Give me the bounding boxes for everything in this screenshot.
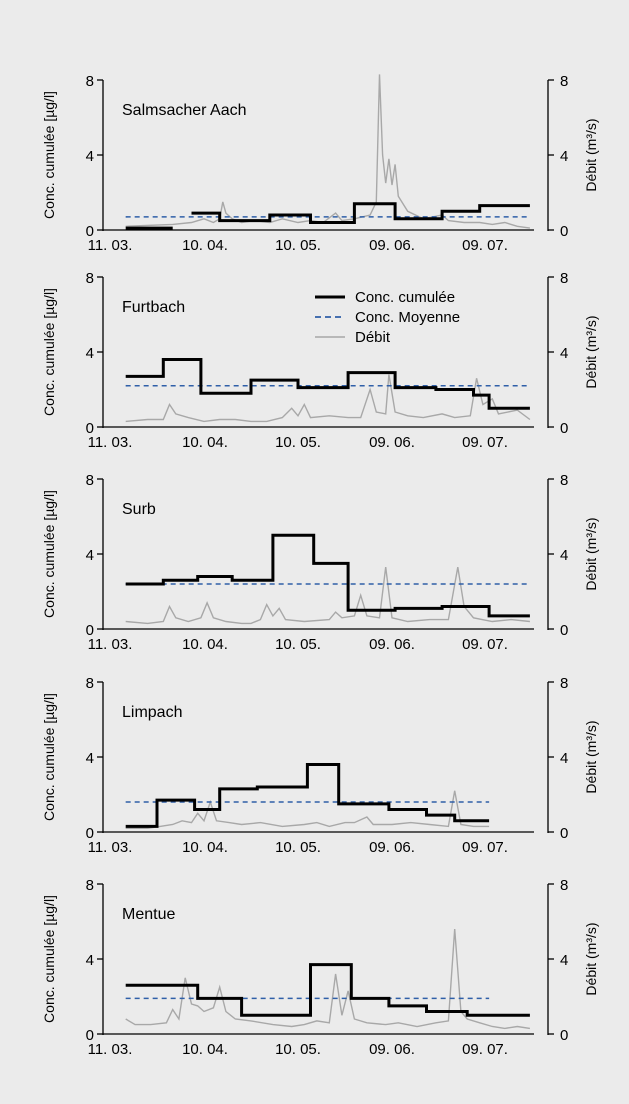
x-tick-label: 11. 03. (88, 636, 133, 653)
right-tick-label: 0 (560, 622, 568, 639)
left-tick-label: 0 (86, 223, 94, 240)
x-tick-label: 09. 06. (369, 636, 415, 653)
x-tick-label: 11. 03. (88, 237, 133, 254)
right-tick-label: 4 (560, 148, 568, 165)
right-tick-label: 0 (560, 825, 568, 842)
right-tick-label: 0 (560, 223, 568, 240)
series-cumulative-step (125, 533, 530, 618)
panel-title: Mentue (122, 906, 175, 923)
series-cumulative-step (125, 963, 530, 1017)
x-tick-label: 10. 05. (275, 434, 321, 451)
x-tick-label: 09. 06. (369, 434, 415, 451)
chart-panel-3: 0 4 8 11. 03. 10. 04. 10. 05. 09. 06. 09. 07. 0 4… (41, 472, 599, 653)
x-tick-label: 11. 03. (88, 1041, 133, 1058)
series-cumulative-step (125, 202, 530, 230)
y-axis-left-label: Conc. cumulée [µg/l] (41, 288, 57, 416)
right-tick-label: 4 (560, 750, 568, 767)
left-tick-label: 0 (86, 825, 94, 842)
left-tick-label: 4 (86, 345, 94, 362)
x-tick-label: 10. 05. (275, 1041, 321, 1058)
left-tick-label: 4 (86, 148, 94, 165)
x-tick-label: 09. 07. (462, 237, 508, 254)
right-tick-label: 4 (560, 952, 568, 969)
chart-panel-1: 0 4 8 11. 03. 10. 04. 10. 05. 09. 06. 09. 07. 0 4… (41, 73, 599, 254)
x-tick-label: 09. 06. (369, 1041, 415, 1058)
series-discharge-line (125, 374, 531, 423)
x-tick-label: 09. 06. (369, 839, 415, 856)
left-tick-label: 8 (86, 270, 94, 287)
right-tick-label: 0 (560, 1027, 568, 1044)
x-tick-label: 10. 04. (182, 237, 228, 254)
y-axis-left-label: Conc. cumulée [µg/l] (41, 895, 57, 1023)
left-tick-label: 8 (86, 877, 94, 894)
x-tick-label: 10. 05. (275, 839, 321, 856)
left-tick-label: 4 (86, 547, 94, 564)
series-cumulative-step (125, 358, 530, 410)
chart-panel-4: 0 4 8 11. 03. 10. 04. 10. 05. 09. 06. 09. 07. 0 4… (41, 675, 599, 856)
legend: Conc. cumulée Conc. Moyenne Débit (315, 289, 460, 346)
chart-panel-5: 0 4 8 11. 03. 10. 04. 10. 05. 09. 06. 09. 07. 0 4… (41, 877, 599, 1058)
legend-label: Conc. cumulée (355, 289, 455, 306)
panel-title: Surb (122, 501, 156, 518)
y-axis-right-label: Débit (m³/s) (583, 118, 599, 191)
panel-title: Limpach (122, 704, 182, 721)
series-discharge-line (125, 790, 490, 829)
panel-title: Furtbach (122, 299, 185, 316)
left-tick-label: 0 (86, 1027, 94, 1044)
y-axis-left-label: Conc. cumulée [µg/l] (41, 490, 57, 618)
x-tick-label: 09. 06. (369, 237, 415, 254)
x-tick-label: 10. 04. (182, 1041, 228, 1058)
x-tick-label: 11. 03. (88, 434, 133, 451)
left-tick-label: 0 (86, 622, 94, 639)
right-tick-label: 0 (560, 420, 568, 437)
x-tick-label: 11. 03. (88, 839, 133, 856)
right-tick-label: 8 (560, 472, 568, 489)
y-axis-left-label: Conc. cumulée [µg/l] (41, 693, 57, 821)
x-tick-label: 10. 05. (275, 237, 321, 254)
left-tick-label: 4 (86, 952, 94, 969)
right-tick-label: 8 (560, 270, 568, 287)
y-axis-right-label: Débit (m³/s) (583, 517, 599, 590)
series-discharge-line (125, 566, 530, 625)
legend-label: Conc. Moyenne (355, 309, 460, 326)
x-tick-label: 09. 07. (462, 636, 508, 653)
right-tick-label: 8 (560, 877, 568, 894)
x-tick-label: 10. 04. (182, 434, 228, 451)
right-tick-label: 4 (560, 345, 568, 362)
panel-title: Salmsacher Aach (122, 102, 247, 119)
series-discharge-line (125, 74, 530, 229)
chart-panel-2: 0 4 8 11. 03. 10. 04. 10. 05. 09. 06. 09. 07. 0 4… (41, 270, 599, 451)
left-tick-label: 8 (86, 472, 94, 489)
x-tick-label: 10. 04. (182, 636, 228, 653)
y-axis-left-label: Conc. cumulée [µg/l] (41, 91, 57, 219)
x-tick-label: 09. 07. (462, 434, 508, 451)
y-axis-right-label: Débit (m³/s) (583, 922, 599, 995)
left-tick-label: 4 (86, 750, 94, 767)
right-tick-label: 4 (560, 547, 568, 564)
x-tick-label: 10. 05. (275, 636, 321, 653)
x-tick-label: 09. 07. (462, 1041, 508, 1058)
left-tick-label: 8 (86, 675, 94, 692)
right-tick-label: 8 (560, 675, 568, 692)
x-tick-label: 09. 07. (462, 839, 508, 856)
y-axis-right-label: Débit (m³/s) (583, 720, 599, 793)
right-tick-label: 8 (560, 73, 568, 90)
series-discharge-line (125, 928, 531, 1030)
y-axis-right-label: Débit (m³/s) (583, 315, 599, 388)
series-cumulative-step (125, 763, 490, 828)
left-tick-label: 8 (86, 73, 94, 90)
legend-label: Débit (355, 329, 391, 346)
x-tick-label: 10. 04. (182, 839, 228, 856)
left-tick-label: 0 (86, 420, 94, 437)
